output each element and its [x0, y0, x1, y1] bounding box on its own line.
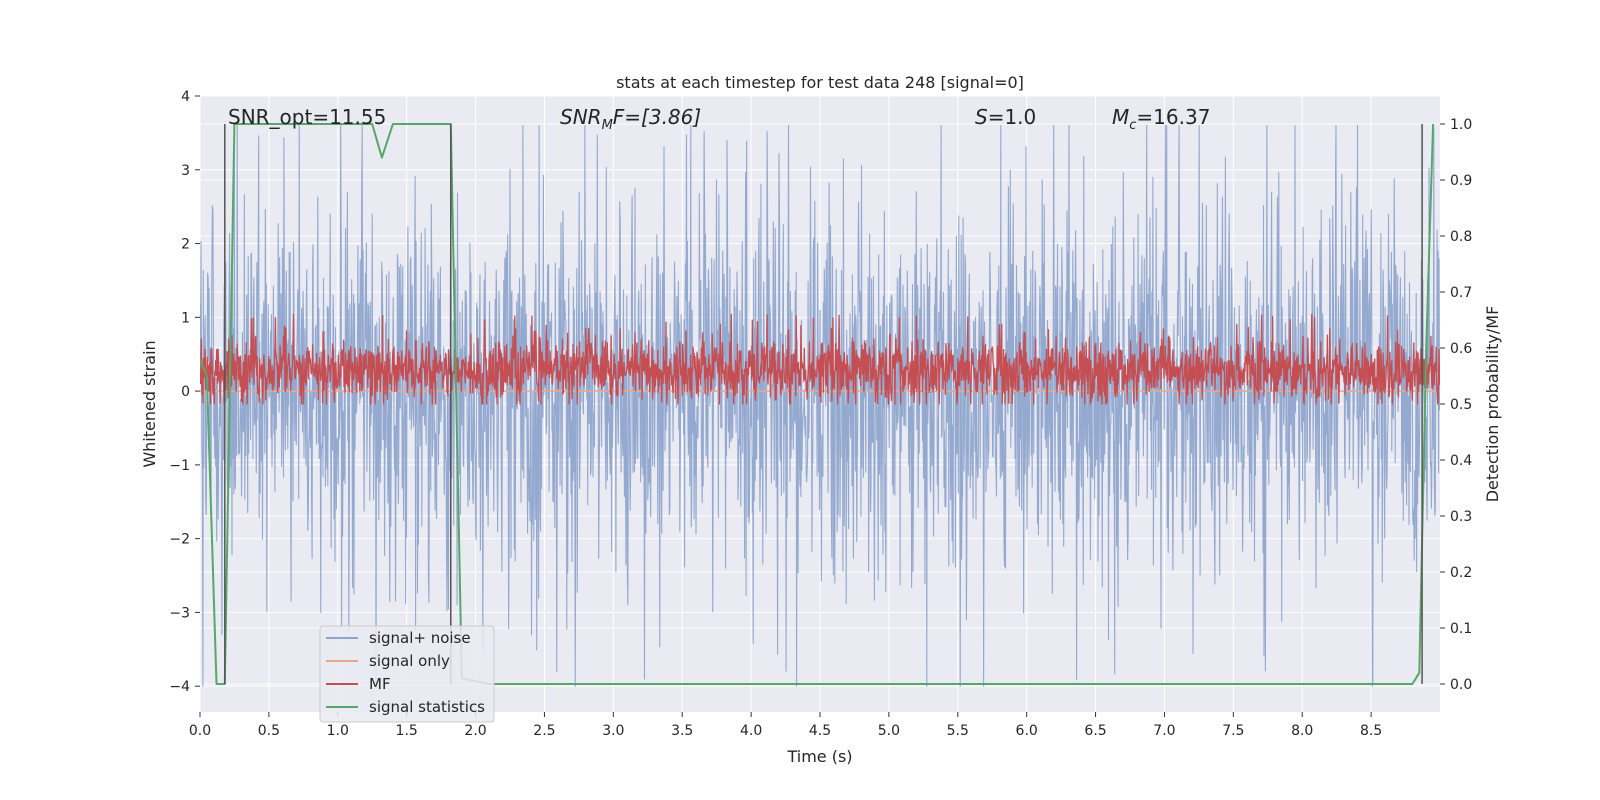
legend-label-signal-statistics: signal statistics	[369, 698, 485, 716]
y2-tick-label: 0.3	[1450, 509, 1472, 525]
annotation-s-var: S	[975, 105, 988, 129]
x-tick-label: 0.5	[258, 723, 280, 739]
annotation-snr-mf-sub: M	[602, 118, 613, 133]
y-tick-label: 2	[181, 237, 190, 253]
y2-tick-label: 0.5	[1450, 397, 1472, 413]
signal-noise-line	[200, 124, 1440, 687]
x-tick-label: 2.5	[533, 723, 555, 739]
series-layer	[200, 123, 1440, 687]
x-tick-label: 1.0	[327, 723, 349, 739]
x-tick-label: 4.5	[809, 723, 831, 739]
y2-tick-label: 0.9	[1450, 173, 1472, 189]
y-tick-label: −4	[169, 679, 190, 695]
legend: signal+ noise signal only MF signal stat…	[319, 625, 495, 723]
legend-box	[319, 625, 495, 723]
annotation-s: S=1.0	[975, 105, 1036, 129]
x-tick-label: 4.0	[740, 723, 762, 739]
y2-tick-label: 1.0	[1450, 117, 1472, 133]
y-tick-label: −1	[169, 458, 190, 474]
x-tick-label: 3.0	[602, 723, 624, 739]
axes: 0.0 0.5 1.0 1.5 2.0 2.5 3.0 3.5 4.0 4.5 5.0 5.5 6.0 6…	[169, 89, 1472, 739]
y-axis-title: Whitened strain	[140, 340, 159, 467]
signal-statistics-line	[200, 123, 1435, 685]
x-tick-label: 7.5	[1222, 723, 1244, 739]
x-tick-label: 6.5	[1084, 723, 1106, 739]
y2-tick-label: 0.1	[1450, 621, 1472, 637]
annotation-s-rest: =1.0	[988, 105, 1037, 129]
x-tick-label: 6.0	[1016, 723, 1038, 739]
y-tick-label: 4	[181, 89, 190, 105]
y2-tick-label: 0.0	[1450, 677, 1472, 693]
y2-tick-label: 0.4	[1450, 453, 1472, 469]
legend-label-signal-noise: signal+ noise	[369, 629, 471, 647]
y-tick-label: −2	[169, 532, 190, 548]
annotation-snr-mf-base: SNR	[560, 105, 602, 129]
y2-tick-label: 0.6	[1450, 341, 1472, 357]
x-tick-label: 3.5	[671, 723, 693, 739]
x-tick-label: 2.0	[464, 723, 486, 739]
x-tick-label: 1.5	[396, 723, 418, 739]
x-tick-label: 0.0	[189, 723, 211, 739]
y-tick-label: 3	[181, 163, 190, 179]
y2-tick-label: 0.8	[1450, 229, 1472, 245]
y2-tick-label: 0.7	[1450, 285, 1472, 301]
annotation-mc-base: M	[1112, 105, 1129, 129]
x-tick-label: 8.0	[1291, 723, 1313, 739]
mf-line	[200, 313, 1440, 405]
annotation-snr-mf: SNRMF=[3.86]	[560, 105, 701, 133]
annotation-snr-opt: SNR_opt=11.55	[228, 105, 386, 129]
annotation-mc-rest: =16.37	[1136, 105, 1210, 129]
legend-label-mf: MF	[369, 675, 391, 693]
y-tick-label: −3	[169, 605, 190, 621]
vertical-markers	[224, 124, 1423, 684]
x-axis-title: Time (s)	[786, 747, 852, 766]
x-tick-label: 5.5	[947, 723, 969, 739]
y2-tick-label: 0.2	[1450, 565, 1472, 581]
annotation-mc: Mc=16.37	[1112, 105, 1210, 133]
annotation-snr-mf-rest: F=[3.86]	[613, 105, 701, 129]
chart-title: stats at each timestep for test data 248…	[616, 73, 1024, 92]
x-tick-label: 8.5	[1360, 723, 1382, 739]
y-tick-label: 0	[181, 384, 190, 400]
y2-axis-title: Detection probability/MF	[1483, 306, 1502, 503]
y-tick-label: 1	[181, 310, 190, 326]
x-tick-label: 7.0	[1153, 723, 1175, 739]
annotation-mc-sub: c	[1129, 118, 1136, 133]
x-tick-label: 5.0	[878, 723, 900, 739]
legend-label-signal-only: signal only	[369, 652, 450, 670]
